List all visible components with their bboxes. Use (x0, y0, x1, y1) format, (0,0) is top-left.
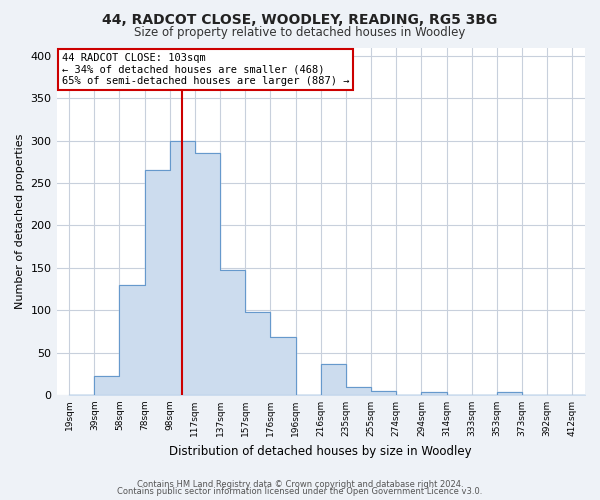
X-axis label: Distribution of detached houses by size in Woodley: Distribution of detached houses by size … (169, 444, 472, 458)
Text: 44, RADCOT CLOSE, WOODLEY, READING, RG5 3BG: 44, RADCOT CLOSE, WOODLEY, READING, RG5 … (103, 12, 497, 26)
Text: Contains public sector information licensed under the Open Government Licence v3: Contains public sector information licen… (118, 487, 482, 496)
Text: 44 RADCOT CLOSE: 103sqm
← 34% of detached houses are smaller (468)
65% of semi-d: 44 RADCOT CLOSE: 103sqm ← 34% of detache… (62, 52, 349, 86)
Y-axis label: Number of detached properties: Number of detached properties (15, 134, 25, 309)
Text: Contains HM Land Registry data © Crown copyright and database right 2024.: Contains HM Land Registry data © Crown c… (137, 480, 463, 489)
Text: Size of property relative to detached houses in Woodley: Size of property relative to detached ho… (134, 26, 466, 39)
